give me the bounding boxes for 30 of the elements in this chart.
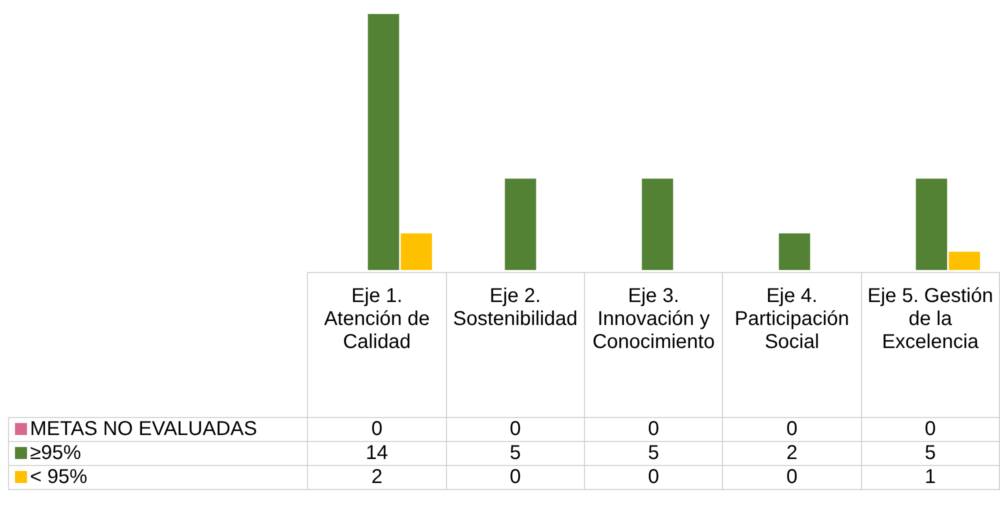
data-label: 0: [584, 418, 723, 442]
legend-label: METAS NO EVALUADAS: [8, 418, 308, 442]
data-label: 0: [861, 418, 1000, 442]
x-tick-label: Eje 5. Gestión de la Excelencia: [861, 272, 1000, 418]
data-label: 2: [308, 466, 446, 490]
legend-label: ≥95%: [8, 442, 308, 466]
data-label: 0: [446, 466, 584, 490]
bar: [778, 233, 810, 270]
bar: [948, 252, 980, 270]
legend-label: < 95%: [8, 466, 308, 490]
data-label: 14: [308, 442, 446, 466]
data-label: 5: [446, 442, 584, 466]
bar: [400, 233, 432, 270]
bar: [642, 178, 674, 270]
x-tick-label: Eje 3. Innovación y Conocimiento: [584, 272, 723, 418]
bar: [916, 178, 948, 270]
data-label: 0: [584, 466, 723, 490]
data-label: 5: [861, 442, 1000, 466]
x-tick-label: Eje 4. Participación Social: [722, 272, 862, 418]
data-label: 0: [308, 418, 446, 442]
data-label: 0: [722, 466, 862, 490]
data-label: 2: [722, 442, 862, 466]
bar: [504, 178, 536, 270]
x-tick-label: Eje 2. Sostenibilidad: [446, 272, 584, 418]
data-label: 1: [861, 466, 1000, 490]
data-label: 5: [584, 442, 723, 466]
bar: [368, 14, 400, 270]
data-label: 0: [722, 418, 862, 442]
x-tick-label: Eje 1. Atención de Calidad: [308, 272, 446, 418]
data-label: 0: [446, 418, 584, 442]
